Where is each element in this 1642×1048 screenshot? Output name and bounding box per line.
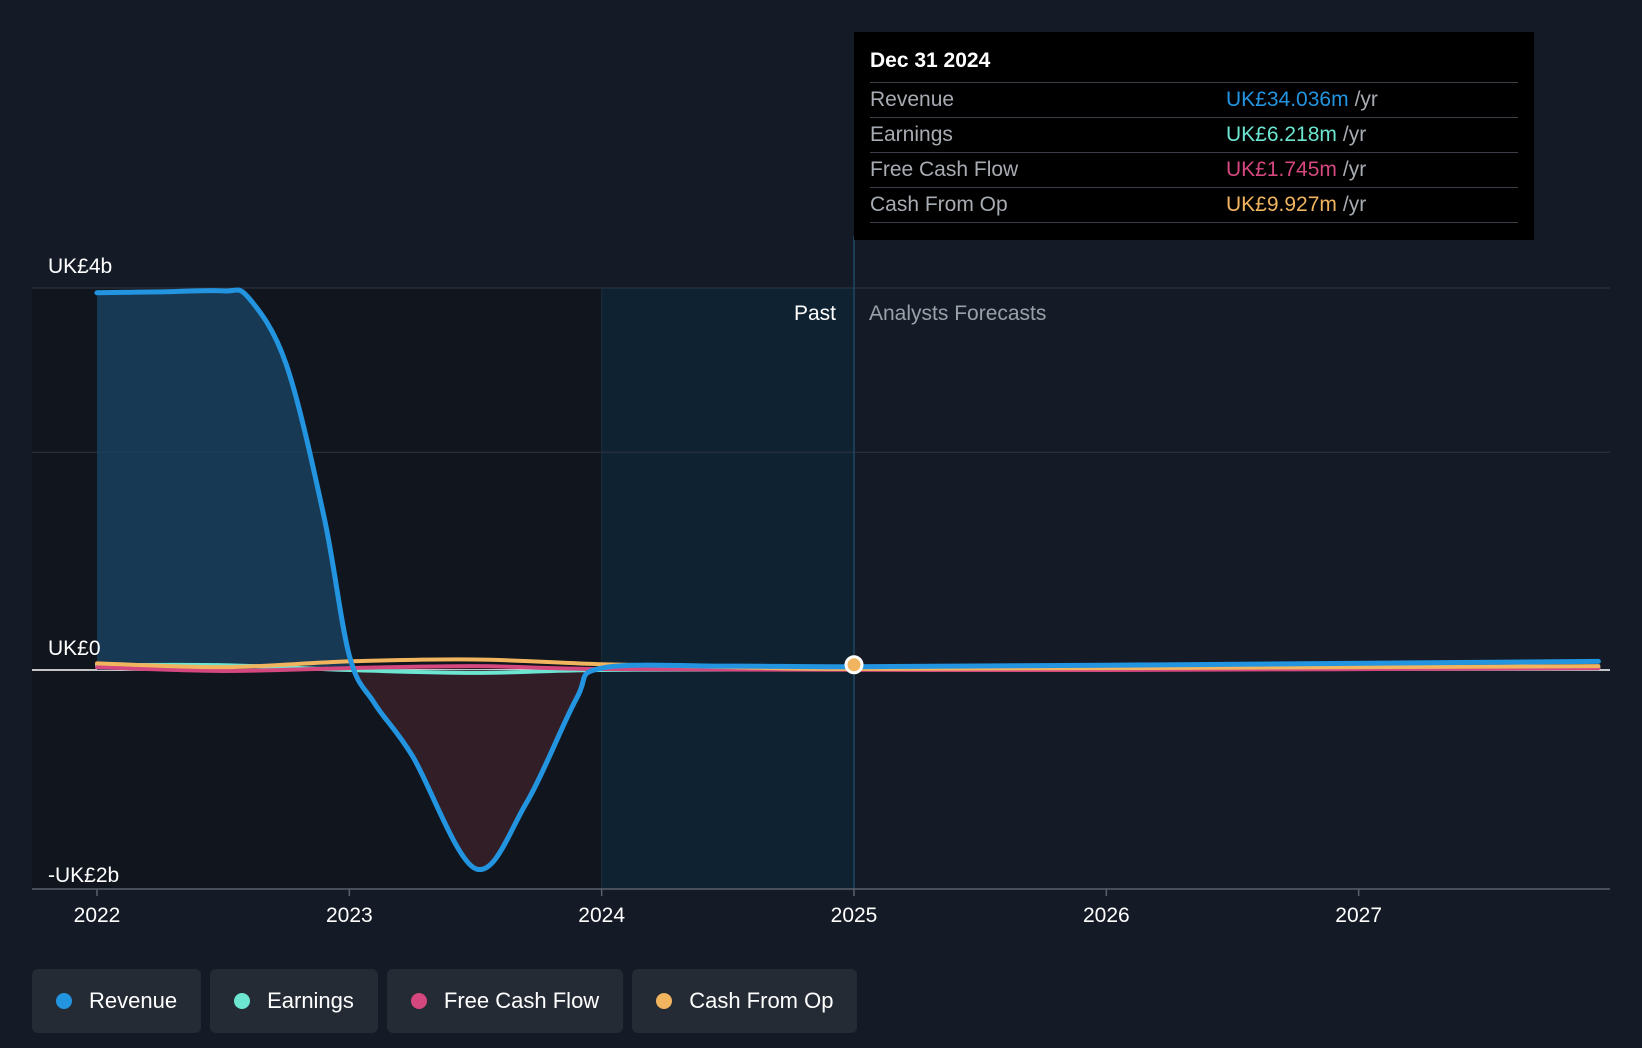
x-axis: 2022 2023 2024 2025 2026 2027 <box>32 888 1610 927</box>
tooltip-unit: /yr <box>1342 158 1367 181</box>
tooltip-row-cash-from-op: Cash From Op UK£9.927m /yr <box>870 187 1518 223</box>
legend-label: Earnings <box>267 988 354 1013</box>
tooltip-panel: Dec 31 2024 Revenue UK£34.036m /yr Earni… <box>854 32 1534 240</box>
revenue-negative-area <box>97 670 854 870</box>
legend-item-revenue[interactable]: Revenue <box>32 969 202 1033</box>
legend-item-cash-from-op[interactable]: Cash From Op <box>632 969 858 1033</box>
y-axis: UK£4b UK£0 -UK£2b <box>48 255 119 887</box>
tooltip-unit: /yr <box>1354 88 1378 111</box>
revenue-positive-area <box>97 289 854 670</box>
y-tick-label: UK£0 <box>48 637 101 660</box>
tooltip-row-free-cash-flow: Free Cash Flow UK£1.745m /yr <box>870 152 1518 187</box>
x-tick-label: 2023 <box>326 904 373 927</box>
tooltip-label: Free Cash Flow <box>870 158 1019 181</box>
forecast-label: Analysts Forecasts <box>869 302 1046 325</box>
tooltip-value: UK£34.036m <box>1226 88 1349 111</box>
tooltip-unit: /yr <box>1342 193 1367 216</box>
legend-dot-icon <box>410 993 427 1009</box>
tooltip-row-revenue: Revenue UK£34.036m /yr <box>870 82 1518 117</box>
y-tick-label: -UK£2b <box>48 864 119 887</box>
legend-label: Cash From Op <box>689 988 834 1013</box>
x-tick-label: 2024 <box>578 904 625 927</box>
legend-dot-icon <box>234 993 251 1009</box>
legend-label: Revenue <box>89 988 178 1013</box>
x-tick-label: 2022 <box>74 904 121 927</box>
tooltip-label: Cash From Op <box>870 193 1008 216</box>
tooltip-value: UK£9.927m <box>1226 193 1337 216</box>
revenue-area-fill <box>97 289 854 870</box>
y-tick-label: UK£4b <box>48 255 112 278</box>
legend: Revenue Earnings Free Cash Flow Cash Fro… <box>32 969 858 1033</box>
series-line-revenue <box>94 287 1601 873</box>
tooltip-label: Revenue <box>870 88 955 111</box>
legend-item-earnings[interactable]: Earnings <box>210 969 378 1033</box>
legend-label: Free Cash Flow <box>443 988 600 1013</box>
legend-item-free-cash-flow[interactable]: Free Cash Flow <box>386 969 624 1033</box>
past-label: Past <box>794 302 836 325</box>
x-tick-label: 2026 <box>1083 904 1130 927</box>
legend-dot-icon <box>656 993 673 1009</box>
tooltip-row-earnings: Earnings UK£6.218m /yr <box>870 117 1518 152</box>
x-tick-label: 2025 <box>831 904 878 927</box>
x-tick-label: 2027 <box>1335 904 1382 927</box>
highlighted-year-background <box>601 288 854 889</box>
hover-point-marker[interactable] <box>844 655 864 675</box>
series-lines <box>94 287 1601 873</box>
tooltip-value: UK£6.218m <box>1226 123 1337 146</box>
tooltip-unit: /yr <box>1342 123 1367 146</box>
tooltip-value: UK£1.745m <box>1226 158 1337 181</box>
tooltip-date: Dec 31 2024 <box>870 49 991 72</box>
legend-dot-icon <box>56 993 72 1009</box>
tooltip-label: Earnings <box>870 123 953 146</box>
